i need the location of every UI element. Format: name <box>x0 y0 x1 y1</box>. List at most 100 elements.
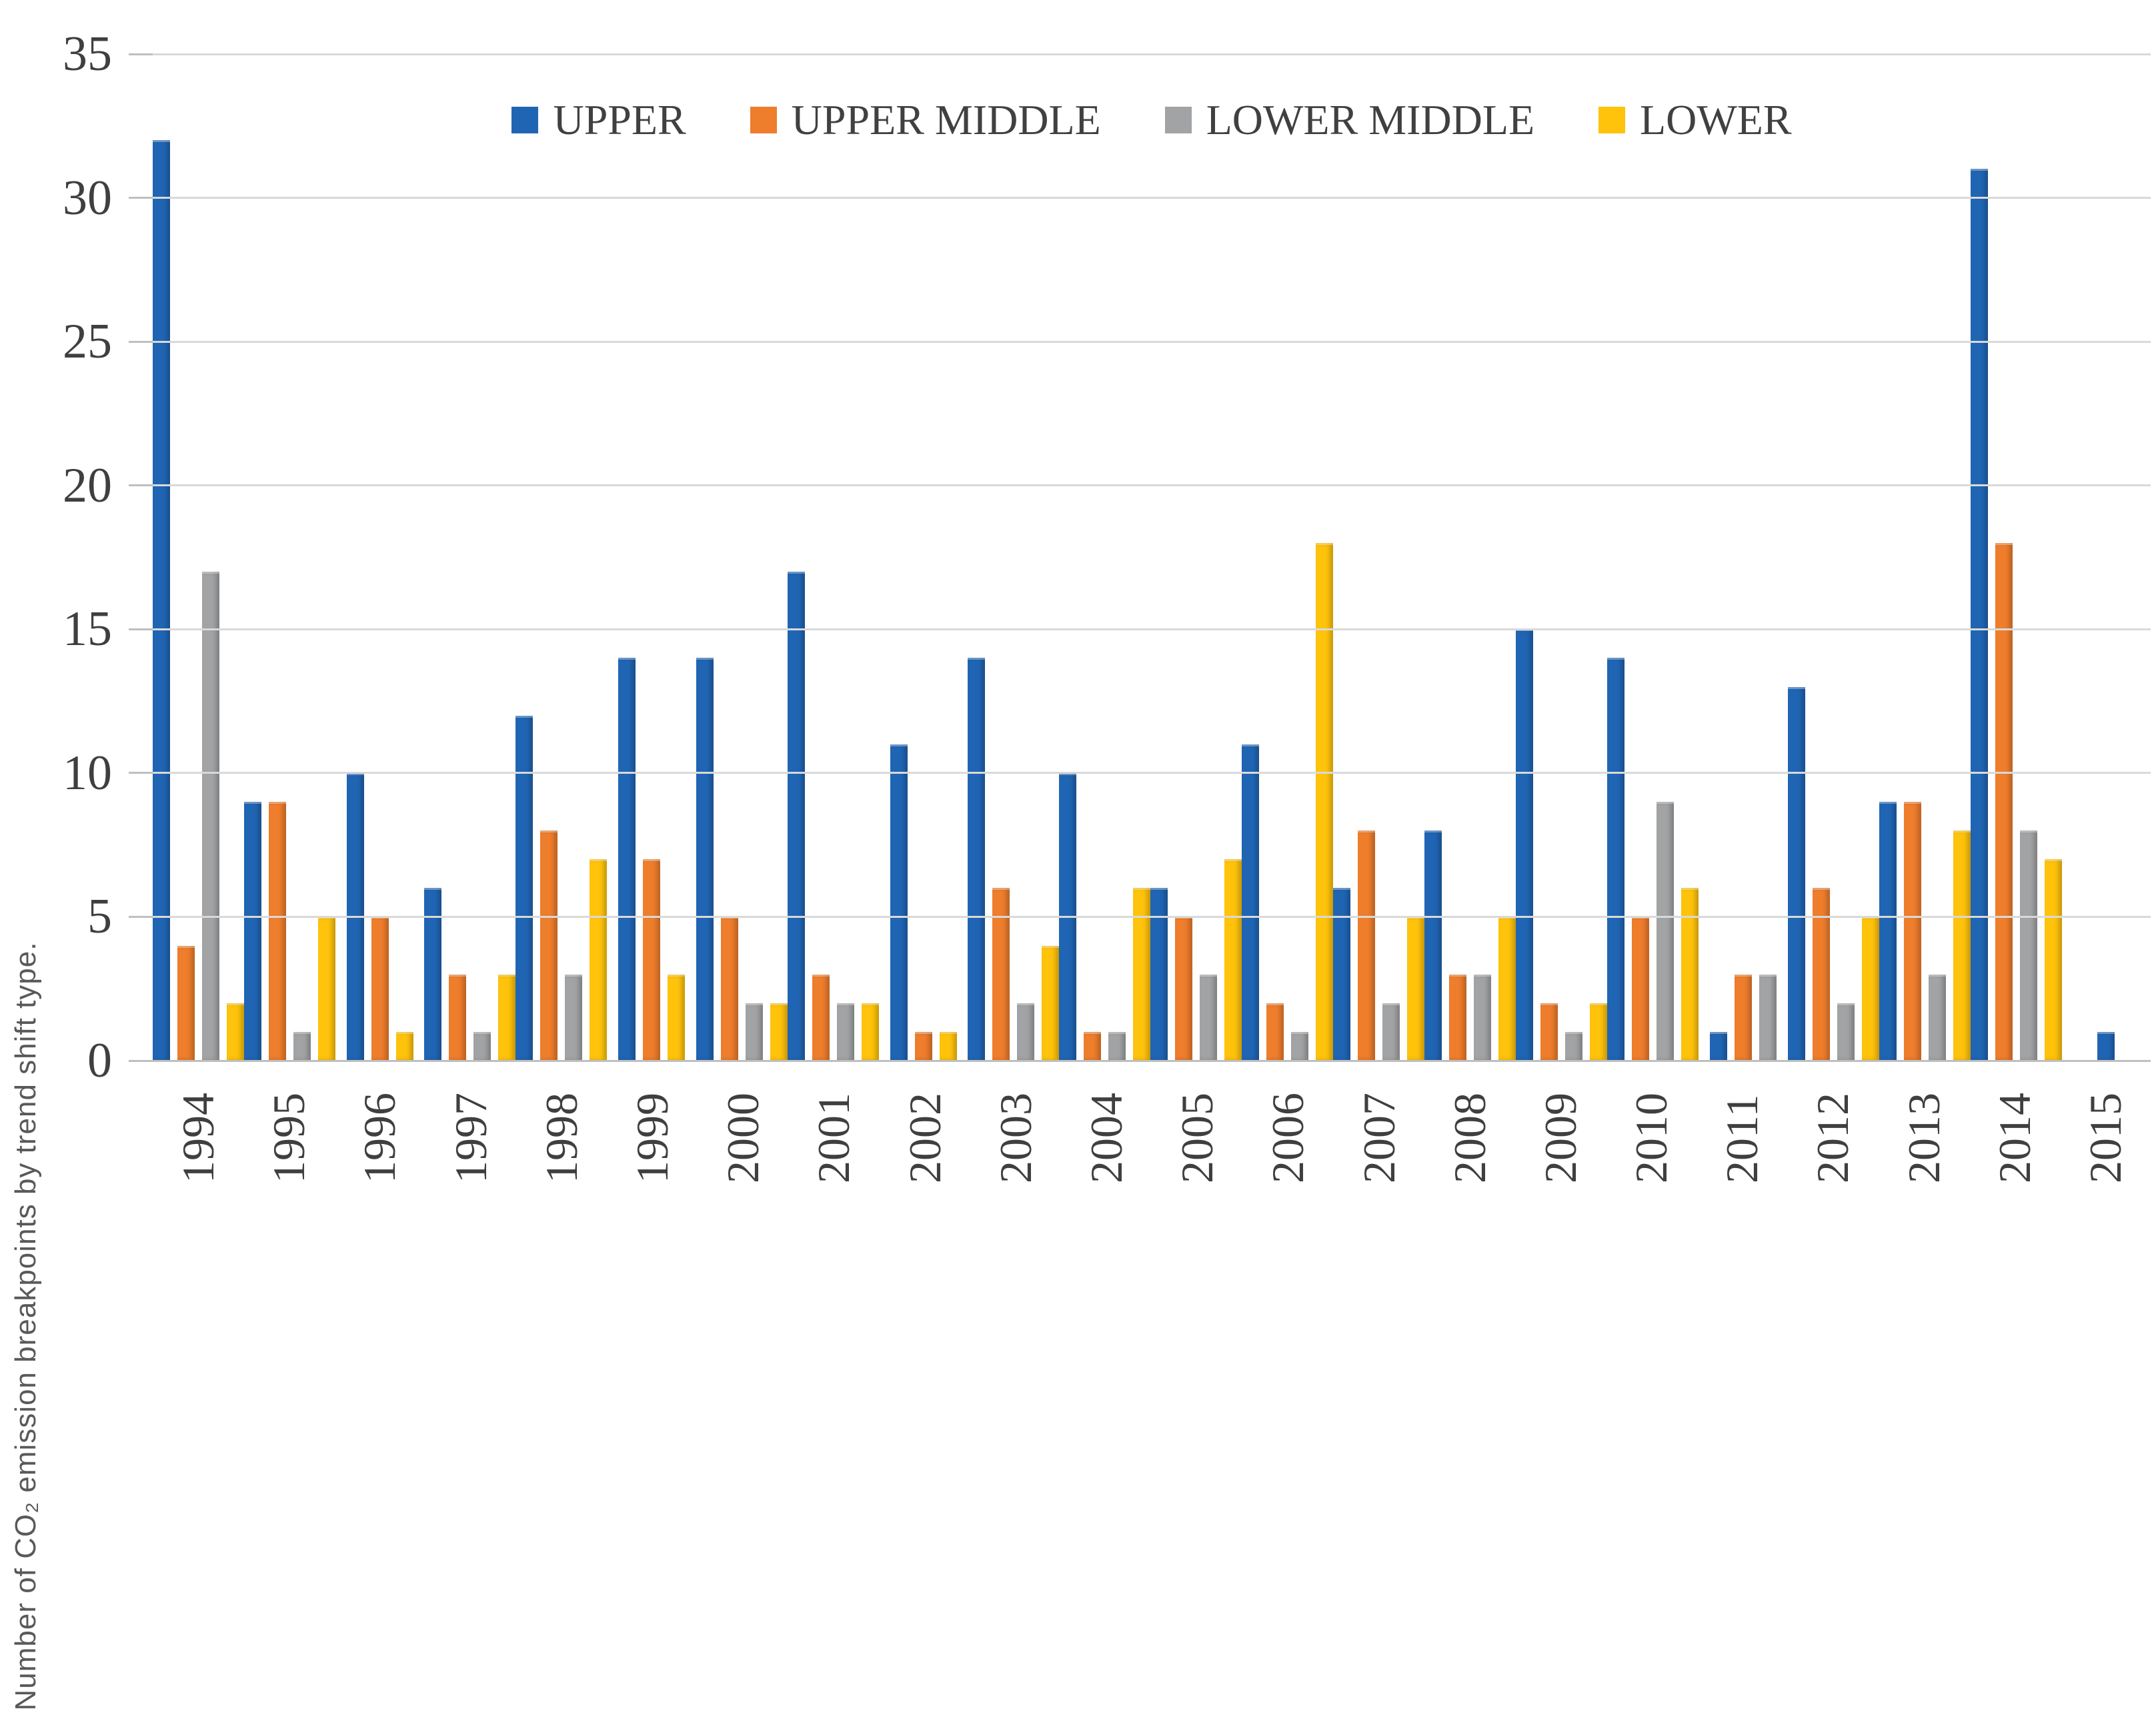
bar <box>836 1003 854 1061</box>
y-axis-tick <box>129 197 153 199</box>
legend-item: UPPER MIDDLE <box>750 99 1101 141</box>
x-label-slot: 2008 <box>1424 1093 1515 1183</box>
x-axis-label: 2015 <box>2080 1093 2131 1183</box>
bar <box>696 658 714 1061</box>
bar <box>1474 974 1492 1061</box>
y-axis-tick <box>129 1059 153 1062</box>
bar <box>643 859 661 1061</box>
bar <box>1424 830 1442 1061</box>
bar <box>1084 1031 1102 1061</box>
y-axis-tick-label: 25 <box>63 314 112 370</box>
bar <box>812 974 830 1061</box>
bar <box>202 572 219 1061</box>
bar <box>861 1003 879 1061</box>
x-label-slot: 2012 <box>1787 1093 1878 1183</box>
y-axis-tick-label: 5 <box>87 889 112 945</box>
bar <box>540 830 558 1061</box>
bar <box>1970 169 1988 1061</box>
bar <box>1175 917 1193 1061</box>
bar <box>1266 1003 1284 1061</box>
bar <box>618 658 636 1061</box>
y-axis-tick <box>129 484 153 487</box>
x-label-slot: 1996 <box>334 1093 425 1183</box>
x-label-slot: 2013 <box>1879 1093 1969 1183</box>
bar <box>968 658 986 1061</box>
x-label-slot: 2007 <box>1333 1093 1424 1183</box>
x-label-slot: 2005 <box>1152 1093 1242 1183</box>
year-group <box>1970 54 2062 1061</box>
x-axis-label: 1995 <box>263 1093 315 1183</box>
bar <box>1590 1003 1608 1061</box>
bar <box>1681 888 1699 1061</box>
bar <box>244 801 261 1061</box>
year-group <box>2062 54 2151 1061</box>
bar <box>449 974 467 1061</box>
y-axis-tick-label: 20 <box>63 458 112 513</box>
bar <box>1516 629 1534 1061</box>
bar <box>787 572 805 1061</box>
y-axis-tick <box>129 53 153 55</box>
legend: UPPER UPPER MIDDLE LOWER MIDDLE LOWER <box>153 99 2151 141</box>
gridline <box>153 484 2151 487</box>
bar <box>1565 1031 1583 1061</box>
y-axis-tick-label: 30 <box>63 170 112 225</box>
bar <box>1903 801 1921 1061</box>
bar <box>1607 658 1625 1061</box>
x-label-slot: 2002 <box>880 1093 970 1183</box>
bar <box>1333 888 1351 1061</box>
x-label-slot: 2003 <box>970 1093 1061 1183</box>
year-group <box>1059 54 1151 1061</box>
bar <box>1449 974 1467 1061</box>
bar <box>424 888 442 1061</box>
bar <box>1316 542 1334 1061</box>
bar <box>1953 830 1971 1061</box>
year-group <box>1607 54 1699 1061</box>
bar <box>473 1031 491 1061</box>
x-axis-label: 2010 <box>1626 1093 1677 1183</box>
bar <box>1224 859 1242 1061</box>
bar <box>914 1031 932 1061</box>
bar <box>1042 945 1060 1061</box>
legend-item: LOWER MIDDLE <box>1164 99 1534 141</box>
y-axis-tick <box>129 915 153 918</box>
bar <box>498 974 516 1061</box>
y-axis-tick <box>129 628 153 630</box>
x-axis-label: 2009 <box>1534 1093 1586 1183</box>
bar <box>293 1031 311 1061</box>
bar <box>565 974 583 1061</box>
bar <box>1995 542 2013 1061</box>
y-axis-tick-label: 0 <box>87 1033 112 1088</box>
x-axis-label: 2006 <box>1262 1093 1314 1183</box>
x-axis-labels: 1994 1995 1996 1997 1998 1999 2000 2001 2002 2003… <box>153 1093 2151 1183</box>
x-axis-label: 2004 <box>1080 1093 1132 1183</box>
x-axis-label: 2001 <box>808 1093 860 1183</box>
x-label-slot: 2011 <box>1697 1093 1787 1183</box>
x-axis-label: 2011 <box>1717 1094 1768 1183</box>
year-group <box>607 54 696 1061</box>
x-axis-label: 1999 <box>627 1093 678 1183</box>
year-group <box>787 54 879 1061</box>
gridline <box>153 197 2151 199</box>
bar <box>1133 888 1151 1061</box>
x-axis-label: 2014 <box>1989 1093 2040 1183</box>
bar <box>2044 859 2062 1061</box>
legend-item: LOWER <box>1598 99 1792 141</box>
legend-label: UPPER <box>553 96 686 143</box>
plot-area <box>129 53 2151 1062</box>
x-axis-label: 1998 <box>535 1093 587 1183</box>
x-axis-label: 2005 <box>1172 1093 1223 1183</box>
gridline <box>153 772 2151 774</box>
x-label-slot: 2001 <box>788 1093 879 1183</box>
bar <box>2019 830 2037 1061</box>
legend-item: UPPER <box>511 99 686 141</box>
y-axis-tick <box>129 340 153 343</box>
gridline <box>153 628 2151 630</box>
bar <box>668 974 686 1061</box>
bar <box>1657 801 1675 1061</box>
legend-swatch-icon <box>1164 107 1192 133</box>
x-label-slot: 1995 <box>243 1093 334 1183</box>
bar <box>590 859 608 1061</box>
bar <box>1017 1003 1035 1061</box>
bar <box>2097 1031 2115 1061</box>
y-axis-tick <box>129 772 153 774</box>
